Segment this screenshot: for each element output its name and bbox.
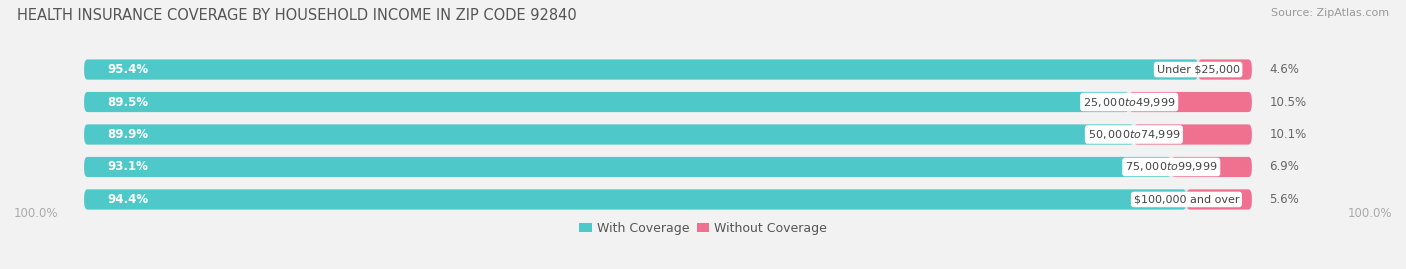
- Text: $100,000 and over: $100,000 and over: [1133, 194, 1239, 204]
- Text: 5.6%: 5.6%: [1270, 193, 1299, 206]
- FancyBboxPatch shape: [84, 189, 1187, 210]
- FancyBboxPatch shape: [84, 157, 1171, 177]
- FancyBboxPatch shape: [84, 92, 1251, 112]
- FancyBboxPatch shape: [84, 189, 1251, 210]
- FancyBboxPatch shape: [84, 125, 1133, 144]
- Text: $25,000 to $49,999: $25,000 to $49,999: [1083, 95, 1175, 108]
- Legend: With Coverage, Without Coverage: With Coverage, Without Coverage: [579, 222, 827, 235]
- FancyBboxPatch shape: [1129, 92, 1251, 112]
- Text: HEALTH INSURANCE COVERAGE BY HOUSEHOLD INCOME IN ZIP CODE 92840: HEALTH INSURANCE COVERAGE BY HOUSEHOLD I…: [17, 8, 576, 23]
- Text: 10.5%: 10.5%: [1270, 95, 1306, 108]
- Text: 100.0%: 100.0%: [14, 207, 59, 220]
- Text: Source: ZipAtlas.com: Source: ZipAtlas.com: [1271, 8, 1389, 18]
- FancyBboxPatch shape: [84, 59, 1198, 80]
- FancyBboxPatch shape: [1187, 189, 1251, 210]
- FancyBboxPatch shape: [84, 92, 1129, 112]
- Text: 95.4%: 95.4%: [107, 63, 149, 76]
- Text: 100.0%: 100.0%: [1347, 207, 1392, 220]
- Text: 4.6%: 4.6%: [1270, 63, 1299, 76]
- FancyBboxPatch shape: [1198, 59, 1251, 80]
- Text: $75,000 to $99,999: $75,000 to $99,999: [1125, 161, 1218, 174]
- FancyBboxPatch shape: [84, 59, 1251, 80]
- Text: 94.4%: 94.4%: [107, 193, 149, 206]
- Text: 89.5%: 89.5%: [107, 95, 149, 108]
- Text: $50,000 to $74,999: $50,000 to $74,999: [1088, 128, 1180, 141]
- Text: 89.9%: 89.9%: [107, 128, 149, 141]
- Text: 93.1%: 93.1%: [107, 161, 149, 174]
- Text: 6.9%: 6.9%: [1270, 161, 1299, 174]
- Text: 10.1%: 10.1%: [1270, 128, 1306, 141]
- FancyBboxPatch shape: [1133, 125, 1251, 144]
- FancyBboxPatch shape: [84, 125, 1251, 144]
- FancyBboxPatch shape: [84, 157, 1251, 177]
- Text: Under $25,000: Under $25,000: [1157, 65, 1240, 75]
- FancyBboxPatch shape: [1171, 157, 1251, 177]
